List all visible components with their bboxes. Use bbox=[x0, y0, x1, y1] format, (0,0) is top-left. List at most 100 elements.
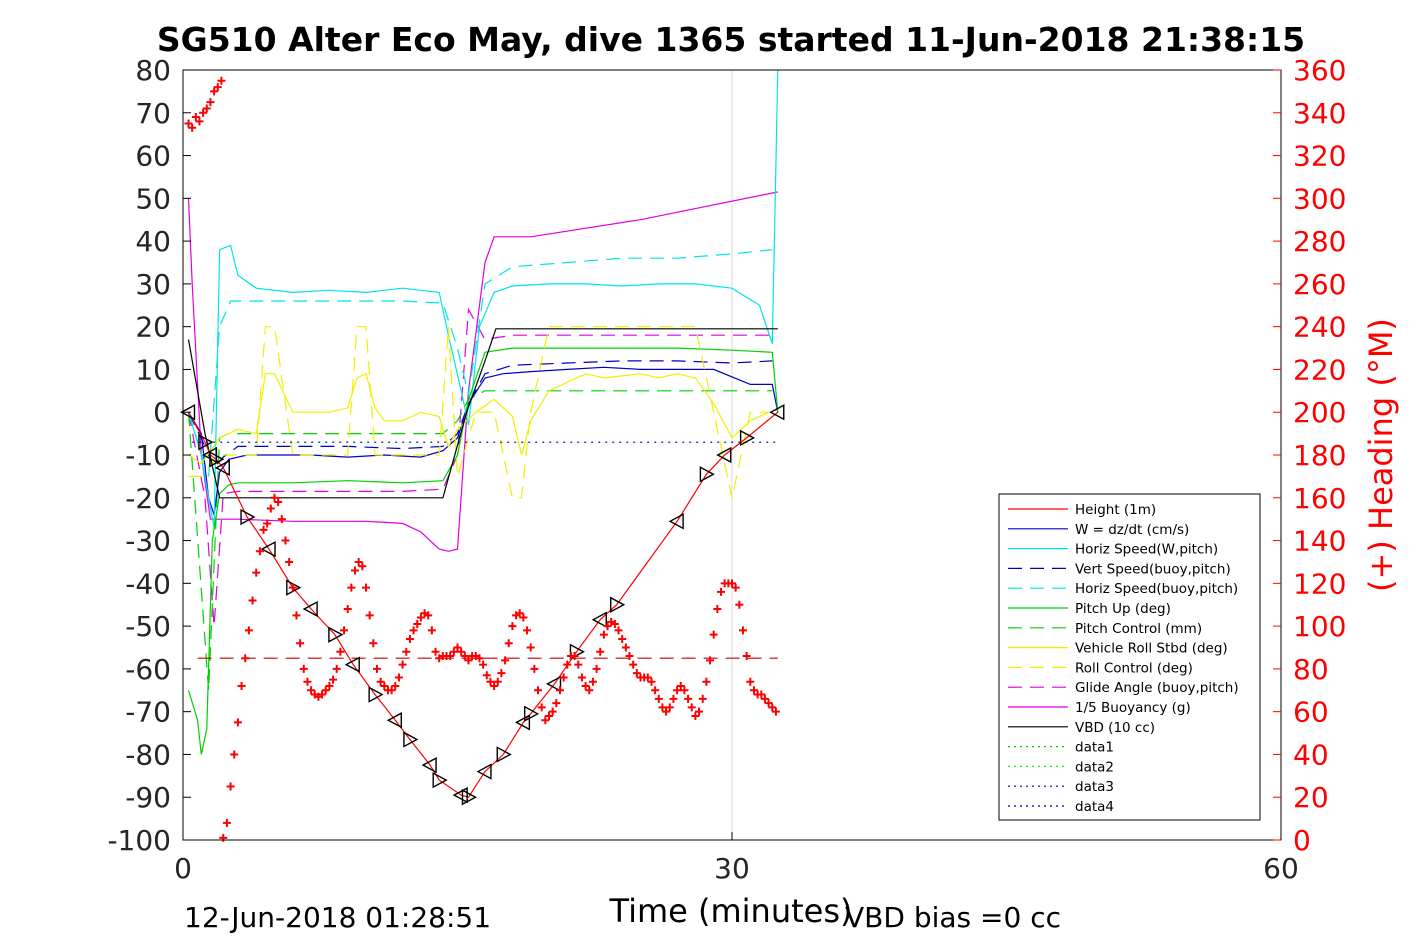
heading-point bbox=[427, 626, 436, 635]
legend-entry: data4 bbox=[1075, 799, 1114, 815]
height-marker bbox=[403, 731, 419, 748]
heading-point bbox=[405, 634, 414, 643]
heading-point bbox=[329, 675, 338, 684]
height-marker bbox=[496, 746, 512, 763]
heading-point bbox=[596, 647, 605, 656]
heading-point bbox=[691, 711, 700, 720]
heading-point bbox=[563, 660, 572, 669]
y-left-tick-label: -80 bbox=[125, 738, 171, 771]
heading-point bbox=[431, 647, 440, 656]
height-marker bbox=[344, 656, 360, 673]
heading-point bbox=[669, 694, 678, 703]
heading-point bbox=[365, 611, 374, 620]
height-marker bbox=[432, 771, 448, 789]
heading-point bbox=[210, 87, 219, 96]
legend: Height (1m) W = dz/dt (cm/s) Horiz Speed(W… bbox=[998, 493, 1261, 821]
heading-point bbox=[570, 652, 579, 661]
heading-point bbox=[191, 113, 200, 122]
heading-point bbox=[493, 677, 502, 686]
legend-entry: Vehicle Roll Stbd (deg) bbox=[1075, 641, 1228, 657]
height-marker bbox=[476, 763, 492, 780]
legend-entry: Pitch Control (mm) bbox=[1075, 621, 1202, 637]
heading-point bbox=[354, 557, 363, 566]
heading-point bbox=[233, 718, 242, 727]
heading-point bbox=[515, 609, 524, 618]
heading-point bbox=[537, 703, 546, 712]
heading-point bbox=[244, 626, 253, 635]
y-right-tick-label: 280 bbox=[1293, 225, 1346, 258]
y-right-tick-label: 40 bbox=[1293, 738, 1329, 771]
heading-point bbox=[457, 647, 466, 656]
heading-point bbox=[391, 682, 400, 690]
x-tick-label: 0 bbox=[174, 852, 192, 885]
heading-point bbox=[351, 566, 360, 575]
legend-entry: 1/5 Buoyancy (g) bbox=[1075, 700, 1191, 716]
heading-point bbox=[347, 583, 356, 592]
heading-point bbox=[259, 525, 268, 534]
heading-point bbox=[274, 498, 283, 507]
y-right-tick-label: 320 bbox=[1293, 140, 1346, 173]
legend-entry: Glide Angle (buoy,pitch) bbox=[1075, 680, 1239, 696]
heading-point bbox=[760, 694, 769, 703]
height-marker bbox=[209, 451, 225, 468]
legend-entry: data3 bbox=[1075, 779, 1114, 795]
heading-point bbox=[585, 686, 594, 695]
heading-point bbox=[199, 108, 208, 117]
heading-point bbox=[464, 656, 473, 665]
height-marker bbox=[591, 611, 607, 628]
heading-point bbox=[698, 694, 707, 703]
heading-point bbox=[416, 613, 425, 622]
height-marker bbox=[452, 786, 468, 804]
heading-point bbox=[321, 686, 330, 695]
series-line-7 bbox=[188, 372, 769, 465]
heading-point bbox=[684, 694, 693, 703]
height-marker bbox=[461, 789, 477, 806]
series-line-9 bbox=[187, 307, 773, 627]
height-marker bbox=[180, 404, 196, 421]
heading-point bbox=[545, 711, 553, 720]
heading-point bbox=[588, 677, 597, 686]
legend-entry: Pitch Up (deg) bbox=[1075, 601, 1171, 617]
heading-point bbox=[552, 699, 561, 708]
y-left-tick-label: 40 bbox=[135, 225, 171, 258]
heading-point bbox=[632, 669, 641, 678]
heading-point bbox=[534, 686, 543, 695]
legend-entry: data1 bbox=[1075, 740, 1114, 756]
heading-point bbox=[490, 682, 499, 690]
heading-point bbox=[413, 619, 422, 628]
heading-point bbox=[369, 639, 378, 648]
heading-point bbox=[673, 686, 682, 695]
heading-point bbox=[206, 98, 215, 107]
height-marker bbox=[368, 686, 384, 703]
legend-entry: VBD (10 cc) bbox=[1075, 720, 1155, 736]
height-marker bbox=[739, 429, 756, 447]
heading-point bbox=[599, 630, 608, 639]
heading-point bbox=[460, 652, 469, 661]
heading-point bbox=[541, 716, 550, 725]
height-marker bbox=[524, 705, 540, 722]
heading-point bbox=[217, 76, 226, 85]
heading-point bbox=[702, 677, 711, 686]
legend-entry: Vert Speed(buoy,pitch) bbox=[1075, 561, 1231, 577]
y-left-tick-label: -10 bbox=[125, 439, 171, 472]
y-left-tick-label: -30 bbox=[125, 525, 171, 558]
heading-point bbox=[508, 622, 517, 631]
heading-point bbox=[687, 703, 696, 712]
height-marker bbox=[546, 675, 562, 693]
heading-point bbox=[717, 587, 726, 596]
y-left-tick-label: 70 bbox=[135, 97, 171, 130]
y-right-tick-label: 160 bbox=[1293, 482, 1346, 515]
heading-point bbox=[184, 119, 193, 128]
y-right-tick-label: 220 bbox=[1293, 353, 1346, 386]
y-left-tick-label: 60 bbox=[135, 140, 171, 173]
heading-point bbox=[519, 613, 528, 622]
heading-point bbox=[380, 682, 389, 690]
y-right-tick-label: 240 bbox=[1293, 311, 1346, 344]
y-right-tick-label: 300 bbox=[1293, 182, 1346, 215]
heading-point bbox=[504, 639, 513, 648]
x-axis-label: Time (minutes) bbox=[609, 892, 853, 930]
heading-point bbox=[340, 626, 349, 635]
heading-point bbox=[647, 677, 656, 686]
y-right-tick-label: 100 bbox=[1293, 610, 1346, 643]
heading-point bbox=[738, 626, 747, 635]
